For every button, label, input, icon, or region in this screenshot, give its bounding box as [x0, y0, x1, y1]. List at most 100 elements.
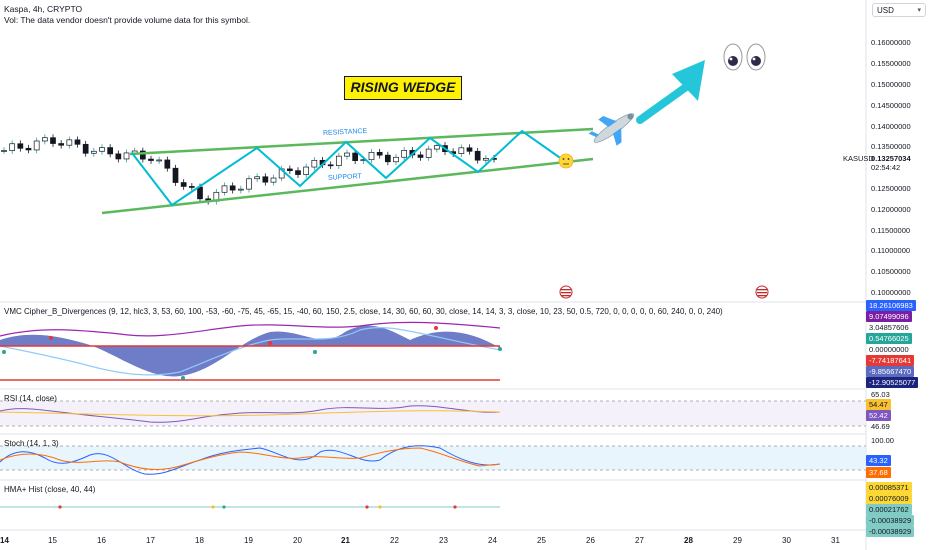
x-tick: 19	[244, 536, 253, 545]
candle-body	[417, 154, 424, 158]
candle-body	[197, 186, 203, 200]
x-tick: 21	[341, 536, 350, 545]
price-tick: 0.10500000	[871, 267, 911, 276]
candle-body	[262, 176, 269, 183]
candle-body	[139, 150, 146, 160]
rsi-value: 46.69	[871, 422, 890, 431]
price-tick: 0.11500000	[871, 226, 911, 235]
volume-note: Vol: The data vendor doesn't provide vol…	[4, 15, 251, 25]
us-flag-icon	[755, 285, 769, 299]
candle-body	[156, 159, 163, 162]
hma-value: 0.00021762	[866, 504, 912, 515]
x-tick: 29	[733, 536, 742, 545]
price-tick: 0.16000000	[871, 38, 911, 47]
candle-body	[58, 143, 65, 146]
vmc-pane	[0, 321, 502, 381]
vmc-value: 3.04857606	[869, 323, 909, 332]
currency-select[interactable]: USD ▾	[872, 3, 926, 17]
candle-body	[107, 147, 114, 155]
hma-value: 0.00076009	[866, 493, 912, 504]
x-tick: 20	[293, 536, 302, 545]
price-tick: 0.10000000	[871, 288, 911, 297]
candle-body	[188, 186, 195, 188]
vmc-value: 9.07499096	[866, 311, 912, 322]
stoch-value: 43.32	[866, 455, 891, 466]
candle-body	[66, 139, 73, 146]
trajectory-arrowhead	[672, 60, 705, 101]
candle-body	[1, 150, 7, 152]
candle-body	[327, 164, 334, 167]
price-tick: 0.12000000	[871, 205, 911, 214]
vmc-title[interactable]: VMC Cipher_B_Divergences (9, 12, hlc3, 3…	[4, 307, 723, 316]
x-tick: 24	[488, 536, 497, 545]
last-price: 0.13257034	[871, 154, 911, 163]
candle-body	[425, 148, 432, 158]
x-tick: 15	[48, 536, 57, 545]
hma-value: -0.00038929	[866, 515, 915, 526]
x-tick: 22	[390, 536, 399, 545]
candle-body	[368, 151, 375, 161]
zigzag-path	[131, 129, 567, 207]
vmc-value: 0.00000000	[869, 345, 909, 354]
chevron-down-icon: ▾	[917, 7, 921, 14]
candle-body	[41, 137, 48, 142]
support-line	[101, 157, 594, 215]
x-tick: 14	[0, 536, 9, 545]
stoch-title[interactable]: Stoch (14, 1, 3)	[4, 439, 59, 448]
stoch-value: 100.00	[871, 436, 894, 445]
candle-body	[401, 150, 408, 158]
candle-body	[123, 152, 130, 160]
rsi-title[interactable]: RSI (14, close)	[4, 394, 57, 403]
candle-body	[148, 158, 154, 161]
candle-body	[246, 178, 252, 190]
countdown: 02:54:42	[871, 163, 901, 172]
vmc-value: 0.54766025	[866, 333, 912, 344]
rsi-pane	[0, 400, 866, 427]
candle-body	[482, 158, 489, 161]
rsi-value: 52.42	[866, 410, 891, 421]
candle-body	[237, 188, 244, 191]
candle-body	[9, 143, 16, 151]
trajectory-arrow	[636, 78, 697, 124]
price-tick: 0.11000000	[871, 246, 911, 255]
candle-body	[376, 151, 383, 156]
candle-body	[33, 140, 40, 151]
x-tick: 28	[684, 536, 693, 545]
price-tick: 0.12500000	[871, 184, 911, 193]
vmc-value: -12.90525077	[866, 377, 919, 388]
candle-body	[433, 145, 440, 150]
price-tick: 0.15500000	[871, 59, 911, 68]
candle-body	[344, 152, 350, 157]
price-tick: 0.14000000	[871, 122, 911, 131]
x-tick: 31	[831, 536, 840, 545]
candle-body	[474, 150, 481, 161]
price-tick: 0.13500000	[871, 142, 911, 151]
hma-title[interactable]: HMA+ Hist (close, 40, 44)	[4, 485, 96, 494]
candle-body	[335, 155, 342, 166]
hma-pane	[0, 505, 500, 509]
x-tick: 16	[97, 536, 106, 545]
x-tick: 30	[782, 536, 791, 545]
rsi-value: 54.47	[866, 399, 891, 410]
chart-title: Kaspa, 4h, CRYPTO	[4, 4, 83, 14]
vmc-value: -7.74187641	[866, 355, 915, 366]
x-tick: 17	[146, 536, 155, 545]
vmc-value: -9.85667470	[866, 366, 915, 377]
candle-body	[270, 177, 277, 183]
candle-body	[458, 147, 465, 154]
candle-body	[82, 143, 89, 154]
candle-body	[99, 147, 105, 152]
candle-body	[164, 159, 171, 169]
candle-body	[303, 166, 310, 175]
candle-body	[90, 150, 97, 154]
candle-body	[74, 139, 81, 145]
candle-body	[221, 185, 228, 193]
x-tick: 23	[439, 536, 448, 545]
x-tick: 26	[586, 536, 595, 545]
pattern-label: RISING WEDGE	[344, 76, 462, 100]
eyes-icon	[723, 43, 766, 71]
us-flag-icon	[559, 285, 573, 299]
candle-body	[352, 152, 359, 161]
candle-body	[172, 167, 179, 183]
